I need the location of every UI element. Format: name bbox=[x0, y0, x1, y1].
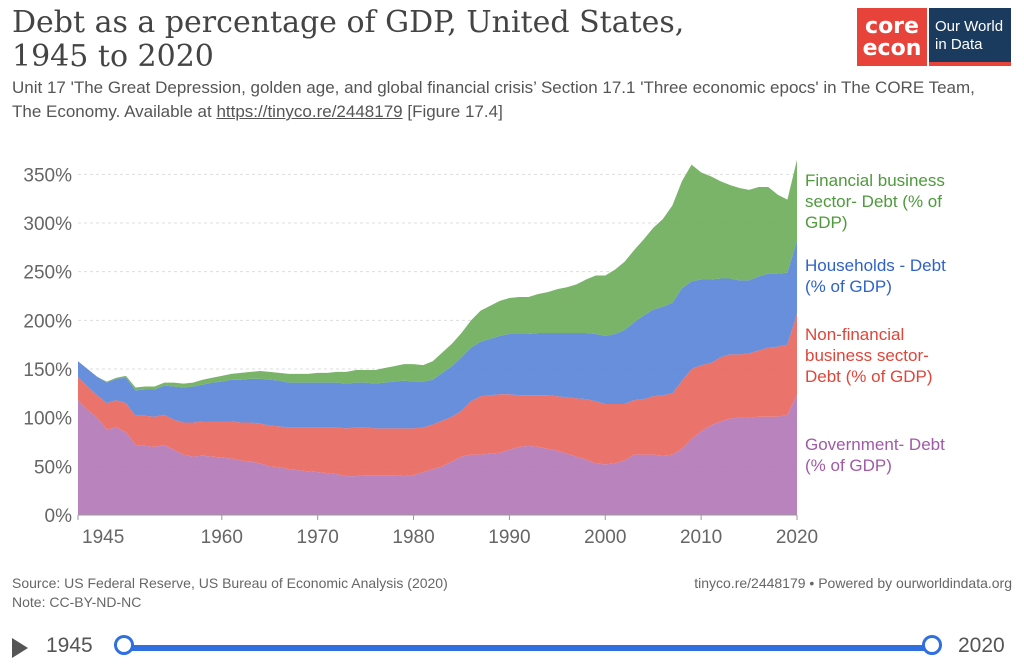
legend-label-households[interactable]: (% of GDP) bbox=[805, 277, 892, 296]
x-tick-label: 1990 bbox=[488, 527, 530, 548]
x-tick-label: 2010 bbox=[680, 527, 722, 548]
x-tick-label: 2020 bbox=[776, 527, 818, 548]
y-tick-label: 200% bbox=[23, 311, 72, 332]
series-areas bbox=[78, 159, 797, 515]
y-axis-tick-labels: 0% 50% 100% 150% 200% 250% 300% 350% bbox=[23, 165, 72, 527]
timeline-start-handle[interactable] bbox=[114, 635, 134, 655]
owid-logo-line1: Our World bbox=[935, 18, 1004, 35]
area-government[interactable] bbox=[78, 394, 797, 515]
x-tick-label: 1970 bbox=[297, 527, 339, 548]
owid-logo-bar bbox=[929, 62, 1011, 66]
legend-label-nonfinancial[interactable]: Debt (% of GDP) bbox=[805, 367, 933, 386]
play-icon[interactable] bbox=[12, 638, 28, 658]
timeline-end-label: 2020 bbox=[958, 634, 1005, 657]
legend: Financial business sector- Debt (% of GDP)… bbox=[805, 171, 946, 475]
chart-title: Debt as a percentage of GDP, United Stat… bbox=[12, 5, 685, 74]
subtitle-suffix: [Figure 17.4] bbox=[402, 102, 503, 121]
y-tick-label: 250% bbox=[23, 263, 72, 284]
y-tick-label: 0% bbox=[45, 506, 73, 527]
footer-left: Source: US Federal Reserve, US Bureau of… bbox=[12, 574, 448, 612]
area-nonfinancial[interactable] bbox=[78, 313, 797, 477]
legend-label-households[interactable]: Households - Debt bbox=[805, 256, 946, 275]
legend-label-nonfinancial[interactable]: Non-financial bbox=[805, 325, 904, 344]
y-tick-label: 150% bbox=[23, 360, 72, 381]
y-tick-label: 100% bbox=[23, 409, 72, 430]
legend-label-financial[interactable]: Financial business bbox=[805, 171, 945, 190]
area-households[interactable] bbox=[78, 240, 797, 429]
subtitle-prefix: Unit 17 'The Great Depression, golden ag… bbox=[12, 78, 975, 121]
source-link[interactable]: https://tinyco.re/2448179 bbox=[216, 102, 403, 121]
x-tick-label: 1960 bbox=[201, 527, 243, 548]
owid-logo-line2: in Data bbox=[935, 36, 983, 53]
timeline-track[interactable] bbox=[124, 645, 933, 651]
x-tick-label: 2000 bbox=[584, 527, 626, 548]
core-econ-logo[interactable]: core econ bbox=[857, 8, 927, 66]
legend-label-nonfinancial[interactable]: business sector- bbox=[805, 346, 929, 365]
x-axis: 1945 1960 1970 1980 1990 2000 2010 2020 bbox=[77, 514, 818, 548]
footer-source: Source: US Federal Reserve, US Bureau of… bbox=[12, 575, 448, 591]
core-econ-logo-line2: econ bbox=[862, 36, 922, 61]
core-econ-logo-line1: core bbox=[865, 14, 919, 39]
footer-note: Note: CC-BY-ND-NC bbox=[12, 594, 142, 610]
area-financial[interactable] bbox=[78, 159, 797, 391]
legend-label-financial[interactable]: sector- Debt (% of bbox=[805, 192, 942, 211]
footer-right[interactable]: tinyco.re/2448179 • Powered by ourworldi… bbox=[694, 575, 1012, 591]
legend-label-financial[interactable]: GDP) bbox=[805, 213, 848, 232]
y-tick-label: 300% bbox=[23, 214, 72, 235]
chart-subtitle: Unit 17 'The Great Depression, golden ag… bbox=[12, 76, 1002, 124]
y-tick-label: 350% bbox=[23, 165, 72, 186]
stacked-area-chart: 0%50%100%150%200%250%300%350% 1945 1960 19… bbox=[23, 159, 946, 548]
timeline-end-handle[interactable] bbox=[922, 635, 942, 655]
legend-label-government[interactable]: (% of GDP) bbox=[805, 456, 892, 475]
our-world-in-data-logo[interactable]: Our World in Data bbox=[929, 8, 1011, 66]
x-tick-label: 1945 bbox=[82, 527, 124, 548]
y-tick-label: 50% bbox=[34, 457, 72, 478]
legend-label-government[interactable]: Government- Debt bbox=[805, 435, 945, 454]
x-tick-label: 1980 bbox=[392, 527, 434, 548]
timeline-start-label: 1945 bbox=[46, 634, 93, 657]
